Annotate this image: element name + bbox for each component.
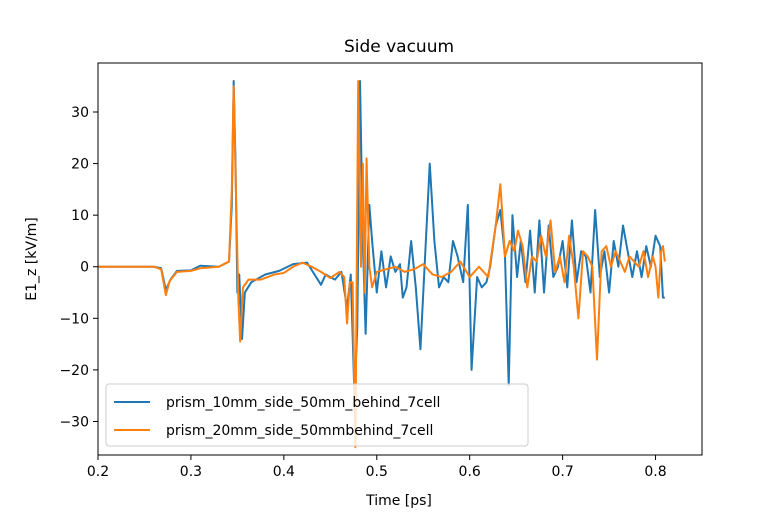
x-axis: 0.2 0.3 0.4 0.5 0.6 0.7 0.8 — [87, 455, 667, 480]
y-axis-label: E1_z [kV/m] — [24, 217, 40, 301]
legend-box — [105, 383, 529, 447]
series-layer — [98, 80, 666, 449]
x-tick-label: 0.8 — [644, 464, 666, 480]
x-tick-label: 0.7 — [551, 464, 573, 480]
y-tick-label: −20 — [59, 363, 89, 379]
series-line-1 — [98, 80, 665, 397]
series-line-2 — [98, 80, 666, 449]
chart-title: Side vacuum — [344, 37, 454, 57]
x-tick-label: 0.5 — [366, 464, 388, 480]
y-axis: −30 −20 −10 0 10 20 30 — [59, 105, 98, 430]
y-tick-label: −10 — [59, 311, 89, 327]
plot-frame — [97, 62, 703, 456]
y-tick-label: −30 — [59, 414, 89, 430]
legend-label-series-1: prism_10mm_side_50mm_behind_7cell — [166, 395, 440, 411]
legend: prism_10mm_side_50mm_behind_7cell prism_… — [105, 383, 529, 447]
legend-label-series-2: prism_20mm_side_50mmbehind_7cell — [166, 423, 433, 439]
y-tick-label: 30 — [71, 105, 89, 121]
y-tick-label: 20 — [71, 157, 89, 173]
x-tick-label: 0.6 — [459, 464, 481, 480]
x-tick-label: 0.4 — [273, 464, 295, 480]
x-tick-label: 0.3 — [180, 464, 202, 480]
y-tick-label: 10 — [71, 208, 89, 224]
y-tick-label: 0 — [80, 260, 89, 276]
x-tick-label: 0.2 — [87, 464, 109, 480]
x-axis-label: Time [ps] — [365, 493, 432, 509]
